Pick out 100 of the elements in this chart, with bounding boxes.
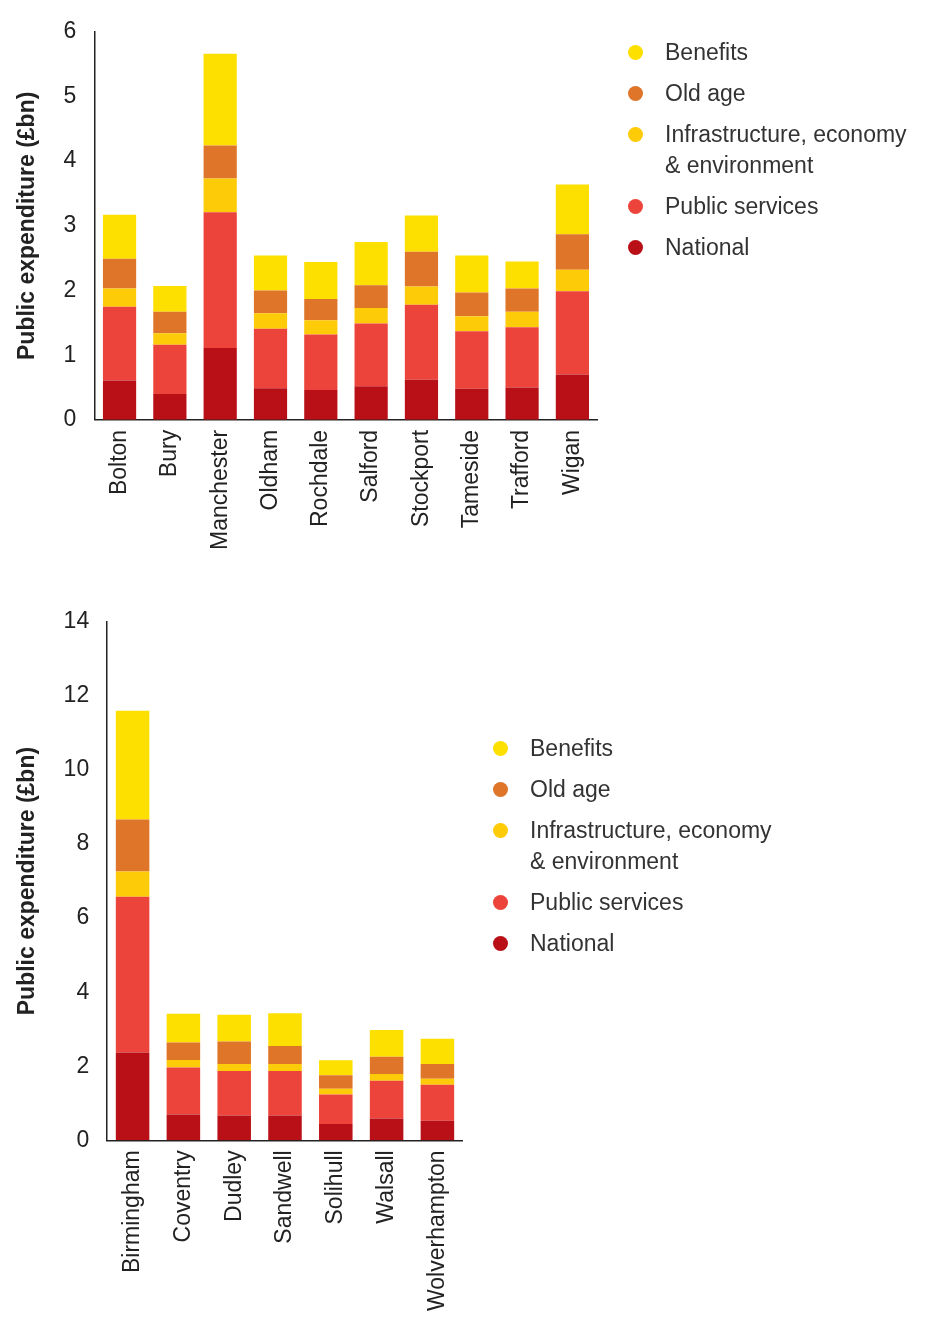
bar	[319, 1060, 353, 1076]
legend-label: Public services	[665, 192, 819, 221]
x-tick-label: Coventry	[168, 1149, 195, 1243]
bar	[319, 1094, 353, 1125]
x-tick-label: Sandwell	[270, 1150, 297, 1244]
bar	[420, 1064, 455, 1079]
bar	[369, 1029, 404, 1057]
bar	[505, 387, 539, 420]
bar	[115, 710, 150, 820]
bar	[268, 1115, 302, 1141]
bar	[153, 333, 187, 345]
bar	[253, 313, 288, 329]
x-tick-label: Wigan	[557, 429, 584, 496]
bar	[555, 184, 590, 235]
bar	[217, 1064, 251, 1072]
bar	[203, 178, 237, 213]
legend-label: Public services	[530, 887, 684, 917]
bar	[166, 1013, 201, 1043]
x-tick-label: Stockport	[406, 429, 433, 527]
y-tick-label: 6	[63, 17, 77, 44]
legend-label: Infrastructure, economy & environment	[665, 120, 908, 180]
bar	[304, 320, 338, 335]
x-tick-label: Trafford	[507, 429, 534, 510]
bar	[455, 255, 489, 293]
legend-label: Benefits	[530, 733, 614, 763]
bar	[268, 1013, 302, 1046]
y-tick-label: 2	[63, 275, 77, 302]
bar	[102, 288, 137, 307]
bar	[268, 1071, 302, 1116]
bar	[354, 307, 388, 324]
bar	[420, 1038, 455, 1065]
bar	[115, 819, 150, 872]
x-tick-label: Birmingham	[117, 1150, 144, 1274]
bar	[369, 1118, 404, 1141]
y-tick-label: 0	[76, 1125, 90, 1152]
y-axis-title: Public expenditure (£bn)	[13, 91, 40, 360]
bar	[505, 327, 539, 388]
bar	[203, 145, 237, 179]
bar	[455, 292, 489, 317]
bar	[505, 288, 539, 312]
bar	[455, 316, 489, 332]
bar	[166, 1067, 201, 1115]
bar	[455, 388, 489, 420]
bar	[555, 269, 590, 292]
x-tick-label: Rochdale	[306, 429, 333, 528]
bar	[304, 262, 338, 299]
bar	[253, 388, 288, 420]
bar	[505, 261, 539, 289]
bar	[354, 241, 388, 286]
x-tick-label: Solihull	[321, 1150, 348, 1225]
bar	[420, 1078, 455, 1085]
y-tick-label: 0	[63, 405, 77, 432]
x-tick-label: Wolverhampton	[422, 1150, 449, 1311]
bar	[203, 348, 237, 420]
bar	[203, 53, 237, 146]
bar	[102, 258, 137, 289]
x-tick-label: Manchester	[205, 429, 232, 551]
y-axis-title: Public expenditure (£bn)	[13, 746, 40, 1016]
bar	[217, 1115, 251, 1141]
bar	[304, 334, 338, 391]
bar	[304, 298, 338, 321]
bar	[455, 331, 489, 389]
bar	[404, 304, 439, 380]
bar	[404, 215, 439, 252]
bar	[115, 871, 150, 897]
bar	[555, 234, 590, 270]
y-tick-label: 4	[76, 977, 90, 1004]
bar	[102, 306, 137, 381]
bar	[404, 379, 439, 420]
bar	[420, 1084, 455, 1121]
bar	[354, 285, 388, 308]
bar	[153, 344, 187, 394]
bar	[153, 311, 187, 334]
y-tick-label: 8	[76, 829, 90, 856]
x-tick-label: Dudley	[219, 1149, 246, 1222]
bar	[115, 896, 150, 1053]
y-tick-label: 1	[63, 340, 77, 367]
legend-label: National	[530, 928, 615, 958]
bar	[166, 1114, 201, 1141]
legend-label: Old age	[530, 774, 611, 804]
bar	[217, 1071, 251, 1116]
bar	[115, 1052, 150, 1141]
bar	[253, 290, 288, 314]
bar	[253, 255, 288, 291]
legend-label: Infrastructure, economy & environment	[530, 815, 773, 876]
bar	[166, 1042, 201, 1060]
y-tick-label: 4	[63, 146, 77, 173]
bar	[217, 1041, 251, 1065]
bar	[153, 393, 187, 420]
bar	[319, 1088, 353, 1095]
x-tick-label: Bolton	[104, 429, 131, 496]
y-tick-label: 10	[63, 755, 90, 782]
x-tick-label: Walsall	[371, 1150, 398, 1224]
x-tick-label: Salford	[356, 429, 383, 503]
bar	[420, 1120, 455, 1141]
bar	[253, 328, 288, 389]
bar	[354, 386, 388, 420]
bar	[319, 1075, 353, 1089]
bar	[354, 323, 388, 387]
bar	[555, 374, 590, 420]
